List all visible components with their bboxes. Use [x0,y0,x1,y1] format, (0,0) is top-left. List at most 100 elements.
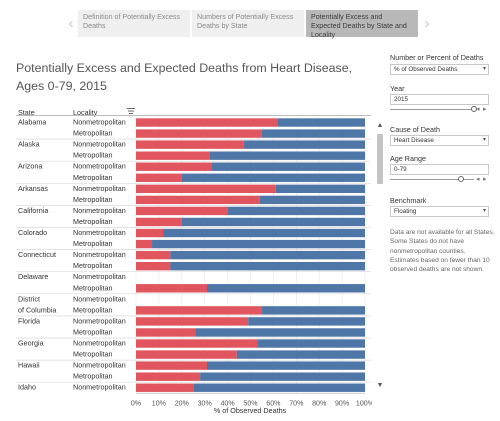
excess-deaths-bar[interactable] [136,250,171,260]
age-slider-handle[interactable] [458,176,465,182]
locality-label: Nonmetropolitan [73,316,126,325]
cause-dropdown[interactable]: Heart Disease ▾ [390,135,489,146]
excess-deaths-bar[interactable] [136,350,237,359]
excess-deaths-bar[interactable] [136,317,249,326]
locality-label: Nonmetropolitan [73,162,126,171]
locality-label: Metropolitan [73,283,113,292]
age-step-forward-icon[interactable]: ▸ [483,176,487,183]
expected-deaths-bar[interactable] [181,173,365,182]
year-step-back-icon[interactable]: ◂ [476,106,480,113]
expected-deaths-bar[interactable] [277,118,365,127]
expected-deaths-bar[interactable] [243,140,365,149]
scroll-up-arrow-icon[interactable]: ▲ [376,122,384,129]
expected-deaths-bar[interactable] [248,317,365,326]
chart-title: Potentially Excess and Expected Deaths f… [16,61,353,93]
excess-deaths-bar[interactable] [136,184,276,194]
expected-deaths-bar[interactable] [206,284,365,293]
expected-deaths-bar[interactable] [200,372,365,381]
sort-icon[interactable] [127,107,135,115]
excess-deaths-bar[interactable] [136,173,182,182]
state-label: District of Columbia [18,294,56,314]
year-slider-handle[interactable] [471,106,477,112]
expected-deaths-bar[interactable] [170,250,365,260]
benchmark-dropdown[interactable]: Floating ▾ [390,206,489,217]
x-tick-label: 100% [356,399,372,407]
excess-deaths-bar[interactable] [136,151,210,160]
cause-dropdown-value: Heart Disease [394,137,434,144]
excess-deaths-bar[interactable] [136,217,182,227]
excess-deaths-bar[interactable] [136,372,201,381]
expected-deaths-bar[interactable] [211,162,365,171]
expected-deaths-bar[interactable] [209,151,365,160]
expected-deaths-bar[interactable] [163,228,365,238]
excess-deaths-bar[interactable] [136,306,262,315]
year-slider-track[interactable] [390,109,474,110]
expected-deaths-bar[interactable] [152,239,365,249]
locality-label: Nonmetropolitan [73,294,126,303]
expected-deaths-bar[interactable] [195,328,365,337]
locality-column-header[interactable]: Locality [73,108,98,117]
excess-deaths-bar[interactable] [136,284,207,293]
state-label: Idaho [18,383,36,392]
excess-deaths-bar[interactable] [136,383,194,392]
locality-label: Nonmetropolitan [73,140,126,149]
tab-excess-expected-by-locality[interactable]: Potentially Excess and Expected Deaths b… [306,10,418,39]
expected-deaths-bar[interactable] [227,206,365,216]
tab-definition[interactable]: Definition of Potentially Excess Deaths [78,10,190,37]
year-step-forward-icon[interactable]: ▸ [483,106,487,113]
excess-deaths-bar[interactable] [136,140,244,149]
state-label: Connecticut [18,250,56,259]
scroll-thumb[interactable] [377,134,383,184]
expected-deaths-bar[interactable] [206,361,365,370]
x-tick-label: 40% [220,399,235,407]
excess-deaths-bar[interactable] [136,261,171,271]
tab-numbers-by-state[interactable]: Numbers of Potentially Excess Deaths by … [192,10,304,37]
state-column-header[interactable]: State [18,108,35,117]
age-slider-track[interactable] [390,179,474,180]
locality-label: Nonmetropolitan [73,228,126,237]
excess-deaths-bar[interactable] [136,361,207,370]
next-tab-arrow-icon[interactable]: › [424,15,430,32]
locality-label: Metropolitan [73,372,113,381]
locality-label: Nonmetropolitan [73,383,126,392]
expected-deaths-bar[interactable] [261,306,365,315]
expected-deaths-bar[interactable] [257,339,365,348]
chart-scrollbar[interactable]: ▲ ▼ [375,121,385,391]
header-divider [16,115,371,116]
excess-deaths-bar[interactable] [136,339,258,348]
year-value-box[interactable]: 2015 [390,94,489,105]
locality-label: Metropolitan [73,327,113,336]
excess-deaths-bar[interactable] [136,328,196,337]
locality-label: Metropolitan [73,129,113,138]
excess-deaths-bar[interactable] [136,195,260,205]
expected-deaths-bar[interactable] [259,195,365,205]
excess-deaths-bar[interactable] [136,162,212,171]
excess-deaths-bar[interactable] [136,239,153,249]
x-tick-label: 50% [243,399,258,407]
state-label: Georgia [18,339,44,348]
locality-label: Nonmetropolitan [73,184,126,193]
locality-label: Metropolitan [73,239,113,248]
expected-deaths-bar[interactable] [181,217,365,227]
expected-deaths-bar[interactable] [261,129,365,138]
scroll-down-arrow-icon[interactable]: ▼ [376,382,384,389]
expected-deaths-bar[interactable] [193,383,365,392]
measure-dropdown[interactable]: % of Observed Deaths ▾ [390,64,489,75]
excess-deaths-bar[interactable] [136,228,164,238]
excess-deaths-bar[interactable] [136,206,228,216]
expected-deaths-bar[interactable] [170,261,365,271]
previous-tab-arrow-icon[interactable]: ‹ [68,15,74,32]
chevron-down-icon: ▾ [482,208,486,214]
expected-deaths-bar[interactable] [236,350,365,359]
expected-deaths-bar[interactable] [275,184,365,194]
excess-deaths-bar[interactable] [136,129,262,138]
age-value-box[interactable]: 0-79 [390,164,489,175]
locality-label: Metropolitan [73,195,113,204]
age-step-back-icon[interactable]: ◂ [476,176,480,183]
locality-label: Nonmetropolitan [73,339,126,348]
state-label: Colorado [18,228,47,237]
x-axis-title: % of Observed Deaths [214,406,287,415]
locality-label: Nonmetropolitan [73,118,126,127]
excess-deaths-bar[interactable] [136,118,278,127]
locality-label: Nonmetropolitan [73,250,126,259]
